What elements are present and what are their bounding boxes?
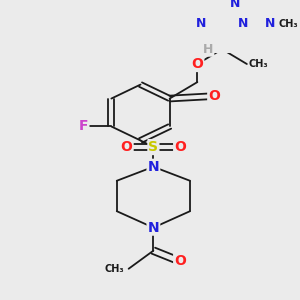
Text: F: F <box>79 119 88 134</box>
Text: H: H <box>203 43 213 56</box>
Text: O: O <box>174 140 186 154</box>
Text: N: N <box>148 160 159 174</box>
Text: N: N <box>265 17 276 30</box>
Text: O: O <box>191 57 203 71</box>
Text: CH₃: CH₃ <box>105 264 124 274</box>
Text: N: N <box>196 17 207 30</box>
Text: O: O <box>208 89 220 103</box>
Text: O: O <box>121 140 133 154</box>
Text: N: N <box>238 17 248 30</box>
Text: S: S <box>148 140 158 154</box>
Text: N: N <box>230 0 240 10</box>
Text: O: O <box>174 254 186 268</box>
Text: N: N <box>148 220 159 235</box>
Text: CH₃: CH₃ <box>249 59 268 69</box>
Text: CH₃: CH₃ <box>278 19 298 28</box>
